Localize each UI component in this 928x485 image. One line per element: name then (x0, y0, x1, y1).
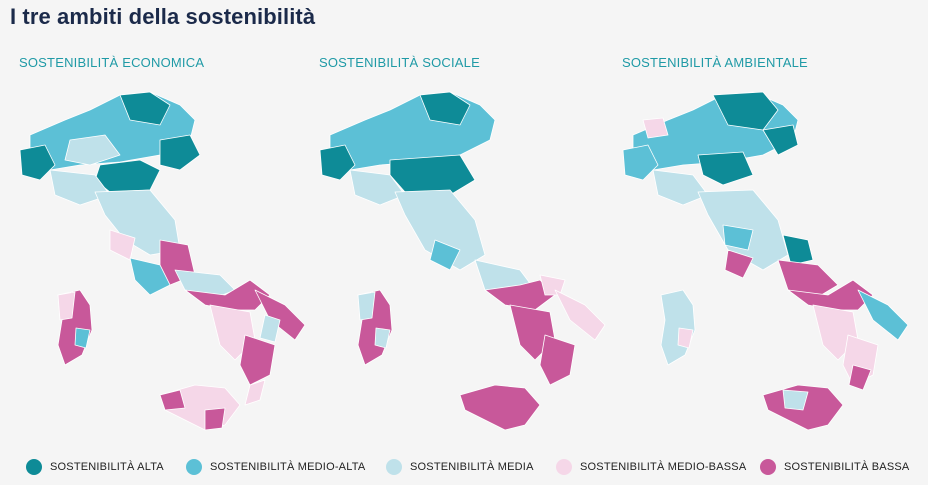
italy-map-economica (19, 91, 306, 431)
panel-title-economica: SOSTENIBILITÀ ECONOMICA (19, 55, 205, 70)
legend-label: SOSTENIBILITÀ MEDIO-ALTA (210, 461, 366, 473)
italy-map-sociale (319, 91, 606, 431)
legend-item-medio-bassa: SOSTENIBILITÀ MEDIO-BASSA (556, 457, 746, 477)
panel-title-ambientale: SOSTENIBILITÀ AMBIENTALE (622, 55, 808, 70)
legend-swatch (760, 459, 776, 475)
legend-item-media: SOSTENIBILITÀ MEDIA (386, 457, 534, 477)
panel-title-sociale: SOSTENIBILITÀ SOCIALE (319, 55, 480, 70)
legend: SOSTENIBILITÀ ALTA SOSTENIBILITÀ MEDIO-A… (0, 457, 928, 477)
legend-item-alta: SOSTENIBILITÀ ALTA (26, 457, 164, 477)
legend-swatch (26, 459, 42, 475)
legend-label: SOSTENIBILITÀ BASSA (784, 461, 910, 473)
legend-item-bassa: SOSTENIBILITÀ BASSA (760, 457, 909, 477)
legend-label: SOSTENIBILITÀ ALTA (50, 461, 164, 473)
legend-item-medio-alta: SOSTENIBILITÀ MEDIO-ALTA (186, 457, 365, 477)
legend-label: SOSTENIBILITÀ MEDIO-BASSA (580, 461, 747, 473)
legend-swatch (186, 459, 202, 475)
legend-swatch (386, 459, 402, 475)
italy-map-ambientale (622, 91, 909, 431)
legend-label: SOSTENIBILITÀ MEDIA (410, 461, 534, 473)
legend-swatch (556, 459, 572, 475)
page-title: I tre ambiti della sostenibilità (10, 4, 316, 29)
